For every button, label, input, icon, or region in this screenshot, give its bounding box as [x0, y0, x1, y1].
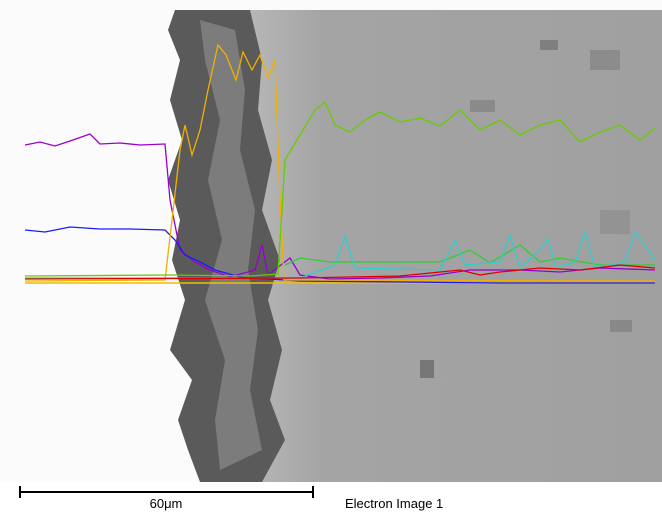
particle [600, 210, 630, 234]
matrix-region [240, 10, 662, 482]
electron-image [0, 0, 662, 482]
page: 60μm Electron Image 1 (() => { const dat… [0, 0, 662, 513]
sem-figure: 60μm Electron Image 1 [0, 0, 662, 513]
caption: Electron Image 1 [345, 496, 443, 511]
particle [590, 50, 620, 70]
particle [540, 40, 558, 50]
scale-label: 60μm [150, 496, 183, 511]
scale-bar: 60μm [20, 486, 313, 511]
particle [610, 320, 632, 332]
particle [470, 100, 495, 112]
particle [420, 360, 434, 378]
